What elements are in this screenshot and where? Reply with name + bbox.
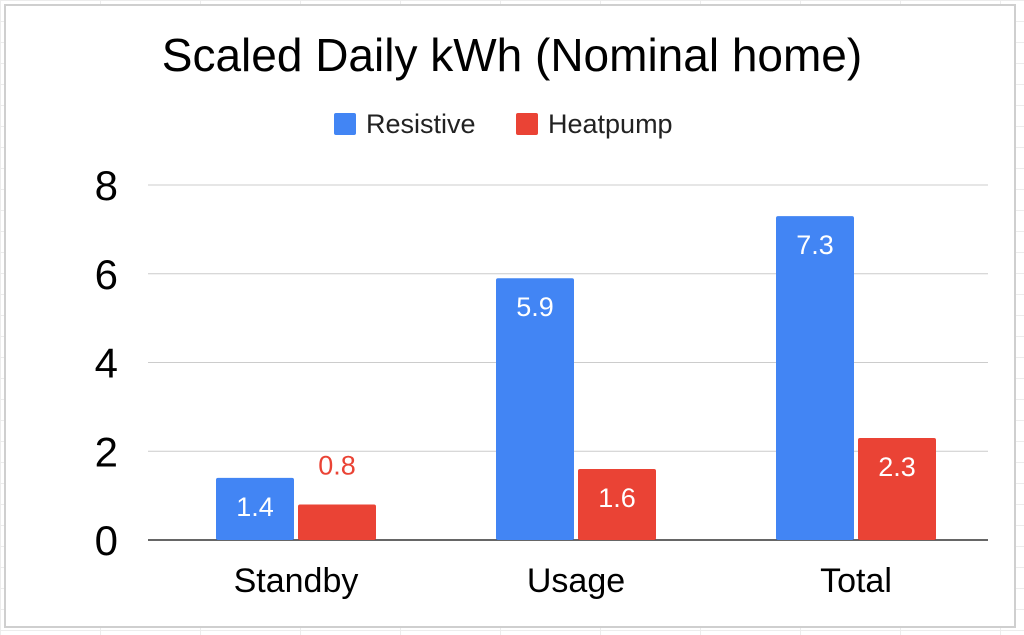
bar-resistive-usage	[496, 278, 574, 540]
legend-swatch-resistive	[334, 113, 356, 135]
data-label: 7.3	[796, 230, 834, 260]
bar-resistive-standby	[216, 477, 294, 540]
bars	[216, 216, 936, 540]
y-axis-tick-labels: 0 2 4 6 8	[95, 162, 118, 564]
bar-resistive-total	[776, 216, 854, 540]
data-label: 1.4	[236, 492, 274, 522]
bar-heatpump-usage	[578, 469, 656, 540]
bar-heatpump-total	[858, 437, 936, 540]
legend-label-resistive: Resistive	[366, 109, 476, 139]
data-label: 0.8	[318, 451, 356, 481]
x-axis-category-labels: Standby Usage Total	[234, 562, 892, 600]
bar-heatpump-standby	[298, 504, 376, 540]
x-tick-label: Usage	[527, 562, 625, 600]
y-tick-label: 6	[95, 251, 118, 298]
data-label: 1.6	[598, 483, 636, 513]
legend-swatch-heatpump	[516, 113, 538, 135]
data-label: 5.9	[516, 292, 554, 322]
y-tick-label: 0	[95, 517, 118, 564]
y-tick-label: 8	[95, 162, 118, 209]
y-tick-label: 2	[95, 428, 118, 475]
y-tick-label: 4	[95, 340, 118, 387]
data-labels: 1.4 0.8 5.9 1.6 7.3 2.3	[236, 230, 916, 522]
chart-title: Scaled Daily kWh (Nominal home)	[161, 29, 863, 81]
x-tick-label: Total	[820, 562, 892, 600]
legend: Resistive Heatpump	[334, 109, 673, 139]
legend-label-heatpump: Heatpump	[548, 109, 673, 139]
x-tick-label: Standby	[234, 562, 359, 600]
data-label: 2.3	[878, 452, 916, 482]
